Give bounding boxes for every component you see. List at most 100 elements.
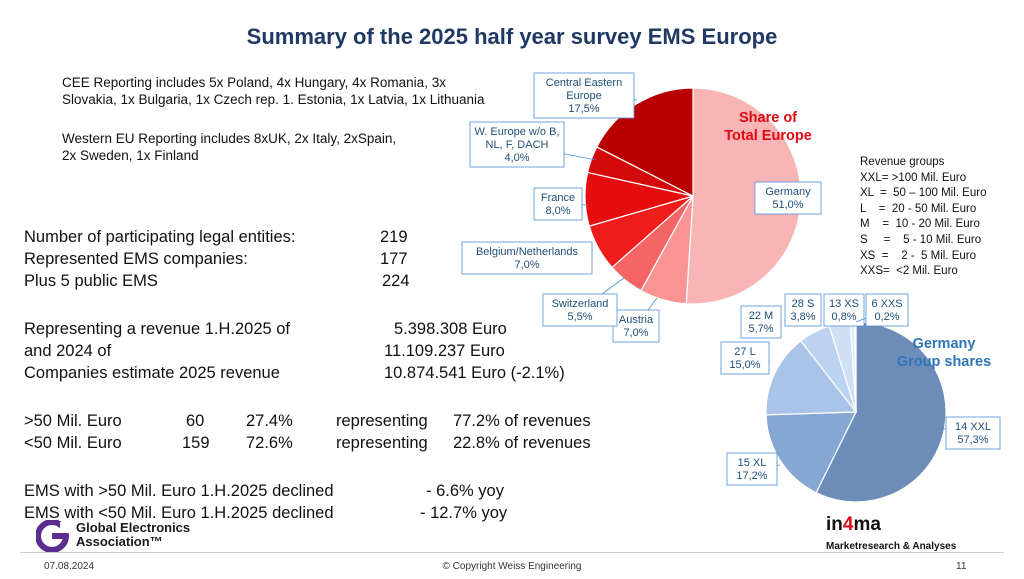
pie-label-value: 0,2% [874, 311, 899, 323]
western-note: Western EU Reporting includes 8xUK, 2x I… [62, 130, 396, 164]
stat-value: 219 [380, 228, 408, 246]
decline-label: EMS with <50 Mil. Euro 1.H.2025 declined [24, 504, 334, 522]
stat-label: Companies estimate 2025 revenue [24, 364, 280, 382]
stat-value: 10.874.541 Euro (-2.1%) [384, 364, 565, 382]
western-note-line-2: 2x Sweden, 1x Finland [62, 148, 199, 163]
stat-label: Represented EMS companies: [24, 250, 248, 268]
group-share: 22.8% of revenues [453, 434, 591, 452]
pie-label-box [726, 452, 778, 486]
pie-label-value: 5,5% [567, 311, 592, 323]
pie-label-name: Europe [566, 90, 601, 102]
pie-label-name: W. Europe w/o B, [475, 126, 560, 138]
stat-value: 5.398.308 Euro [394, 320, 507, 338]
pie-label-box [784, 293, 822, 327]
pie-label-box [533, 72, 635, 119]
revenue-group-xxl: XXL= >100 Mil. Euro [860, 171, 967, 184]
stat-value: 224 [382, 272, 410, 290]
pie-label-13-xs: 13 XS0,8% [823, 293, 865, 327]
in4ma-name: in4ma [826, 514, 956, 536]
group-pct: 27.4% [246, 412, 293, 430]
cee-note-line-2: Slovakia, 1x Bulgaria, 1x Czech rep. 1. … [62, 92, 485, 107]
in4ma-prefix: in [826, 514, 843, 535]
pie-title-line: Total Europe [724, 128, 812, 144]
revenue-group-s: S = 5 - 10 Mil. Euro [860, 233, 982, 246]
pie-label-value: 7,0% [623, 327, 648, 339]
pie-slice-27-l [765, 340, 858, 416]
in4ma-suffix: ma [853, 514, 881, 535]
pie-label-value: 51,0% [772, 199, 803, 211]
pie-label-22-m: 22 M5,7% [740, 305, 783, 339]
revenue-group-xl: XL = 50 – 100 Mil. Euro [860, 187, 987, 200]
group-count: 60 [186, 412, 205, 430]
pie-label-value: 17,5% [568, 103, 599, 115]
group-rep: representing [336, 434, 428, 452]
pie-label-value: 15,0% [729, 359, 760, 371]
pie-title-line: Germany [913, 336, 976, 352]
pie-label-name: Central Eastern [546, 77, 622, 89]
stat-label: Number of participating legal entities: [24, 228, 296, 246]
pie-label-value: 4,0% [504, 152, 529, 164]
group-pct: 72.6% [246, 434, 293, 452]
footer-divider [20, 552, 1004, 553]
stat-value: 177 [380, 250, 408, 268]
pie-label-27-l: 27 L15,0% [720, 341, 771, 375]
pie-label-value: 3,8% [790, 311, 815, 323]
stat-label: Representing a revenue 1.H.2025 of [24, 320, 291, 338]
pie-label-name: Belgium/Netherlands [476, 246, 579, 258]
pie-label-name: 27 L [734, 346, 755, 358]
footer-date: 07.08.2024 [44, 561, 95, 572]
gea-line-1: Global Electronics [76, 520, 191, 535]
pie-label-value: 5,7% [748, 323, 773, 335]
pie-label-name: 6 XXS [871, 298, 902, 310]
pie-label-value: 17,2% [736, 470, 767, 482]
revenue-groups-title: Revenue groups [860, 156, 945, 168]
group-rep: representing [336, 412, 428, 430]
stats-block: Number of participating legal entities: … [24, 226, 644, 526]
group-label: <50 Mil. Euro [24, 434, 122, 452]
decline-value: - 12.7% yoy [420, 504, 508, 522]
revenue-group-l: L = 20 - 50 Mil. Euro [860, 202, 977, 215]
gea-line-2: Association™ [76, 534, 163, 549]
in4ma-logo: in4ma Marketresearch & Analyses [826, 514, 956, 552]
group-count: 159 [182, 434, 210, 452]
pie-label-name: France [541, 192, 575, 204]
pie-slice-central-eastern-europe [595, 87, 694, 197]
cee-note: CEE Reporting includes 5x Poland, 4x Hun… [62, 74, 485, 108]
gea-logo-text: Global Electronics Association™ [76, 521, 190, 549]
pie-slice-15-xl [765, 411, 857, 494]
pie-label-value: 57,3% [957, 434, 988, 446]
pie-label-28-s: 28 S3,8% [784, 293, 822, 327]
page-title: Summary of the 2025 half year survey EMS… [246, 24, 778, 49]
revenue-group-xxs: XXS= <2 Mil. Euro [860, 265, 958, 278]
western-note-line-1: Western EU Reporting includes 8xUK, 2x I… [62, 131, 397, 146]
pie-label-box [469, 121, 565, 168]
pie-label-value: 8,0% [545, 205, 570, 217]
group-share: 77.2% of revenues [453, 412, 591, 430]
pie-label-box [945, 416, 1001, 450]
gea-logo-icon [36, 520, 72, 552]
pie-label-box [754, 181, 822, 215]
pie-label-name: Austria [619, 314, 654, 326]
pie-label-name: 14 XXL [955, 421, 991, 433]
pie-label-box [823, 293, 865, 327]
decline-value: - 6.6% yoy [426, 482, 504, 500]
pie-label-box [865, 293, 909, 327]
pie-label-box [740, 305, 782, 339]
in4ma-accent: 4 [842, 514, 854, 535]
pie-label-name: Germany [765, 186, 811, 198]
pie-label-name: Switzerland [552, 298, 609, 310]
pie-label-value: 0,8% [831, 311, 856, 323]
stat-label: and 2024 of [24, 342, 112, 360]
in4ma-subtitle: Marketresearch & Analyses [826, 541, 957, 552]
